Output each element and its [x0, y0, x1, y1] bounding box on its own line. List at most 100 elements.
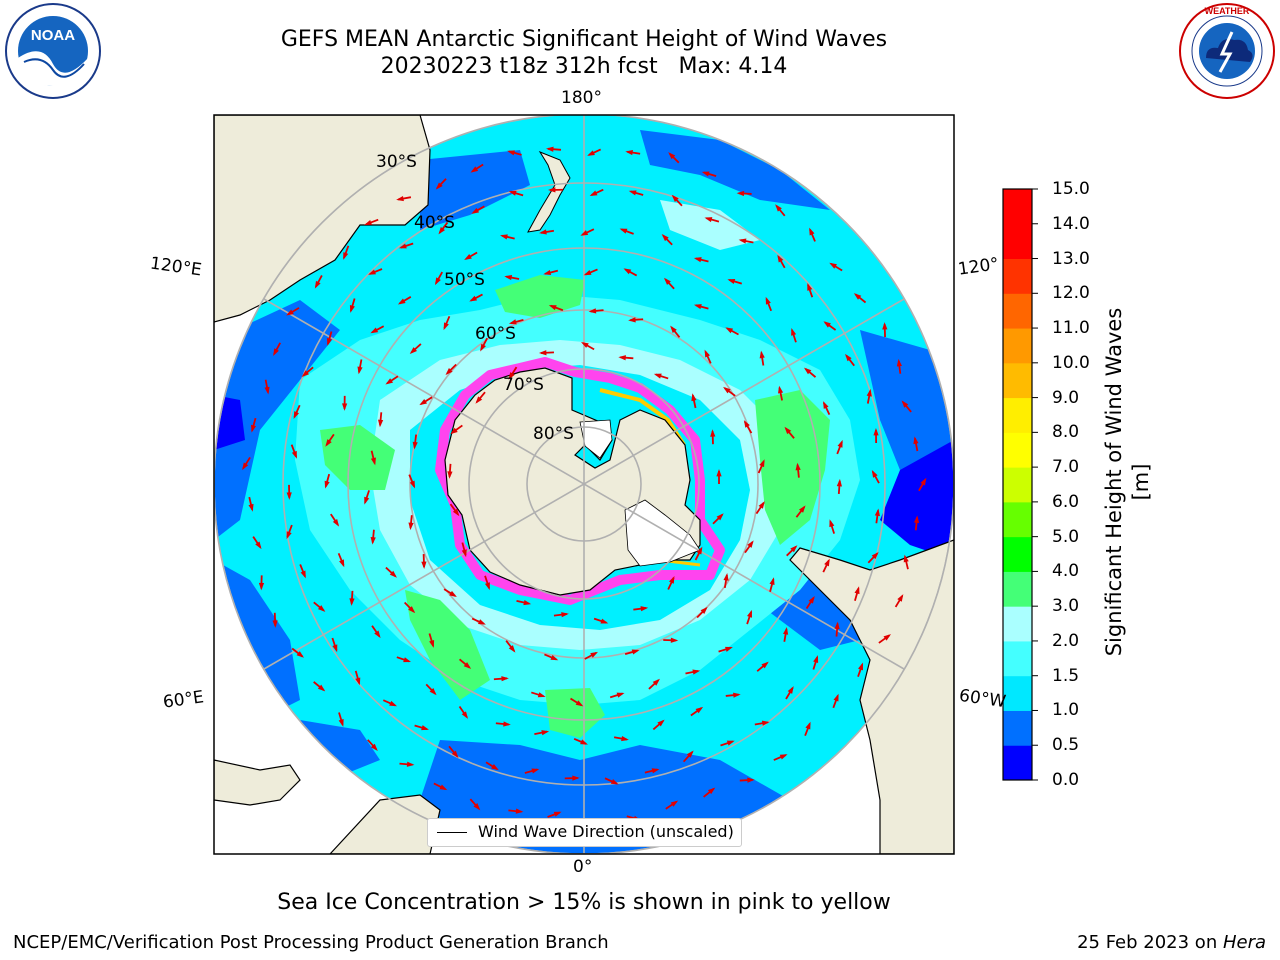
- wave-direction-arrowhead: [769, 577, 775, 586]
- wave-direction-arrowhead: [834, 621, 840, 630]
- wave-direction-arrowhead: [589, 190, 598, 196]
- wave-direction-arrowhead: [580, 739, 588, 745]
- wave-direction-arrowhead: [743, 420, 750, 428]
- wave-height-region: [495, 275, 585, 318]
- wave-direction-arrowhead: [370, 327, 379, 334]
- wave-direction-arrowhead: [548, 305, 557, 311]
- wave-direction-arrowhead: [355, 677, 361, 686]
- wave-direction-arrowhead: [836, 478, 842, 487]
- wave-direction-arrowhead: [700, 606, 708, 614]
- wave-direction-arrowhead: [300, 570, 306, 579]
- colorbar-tick-label: 11.0: [1052, 318, 1090, 339]
- wave-height-region: [405, 590, 490, 700]
- wave-direction-arrowhead: [464, 254, 472, 260]
- wave-direction-arrowhead: [572, 775, 580, 781]
- wave-direction-arrowhead: [370, 743, 378, 751]
- wave-direction-arrowhead: [823, 401, 829, 409]
- wave-direction-arrowhead: [833, 693, 839, 702]
- colorbar-tick-label: 9.0: [1052, 387, 1080, 408]
- graticule: [214, 115, 954, 854]
- wave-direction-arrowhead: [669, 575, 675, 584]
- wave-direction-arrowhead: [349, 598, 355, 606]
- wave-direction-arrowhead: [901, 400, 909, 408]
- chart-subtitle: 20230223 t18z 312h fcst Max: 4.14: [380, 54, 788, 79]
- wave-direction-arrowhead: [461, 711, 469, 719]
- wave-direction-arrowhead: [286, 531, 292, 540]
- wave-direction-arrowhead: [866, 388, 872, 397]
- wave-direction-arrowhead: [845, 353, 852, 362]
- wave-height-region: [545, 688, 605, 738]
- wave-direction-arrowhead: [301, 370, 310, 378]
- wave-direction-arrowhead: [670, 800, 679, 807]
- wave-direction-arrowhead: [871, 469, 878, 478]
- wave-direction-arrowhead: [389, 570, 397, 578]
- lat-label-80s: 80°S: [533, 424, 574, 444]
- wave-direction-arrowhead: [883, 634, 892, 641]
- wave-direction-arrowhead: [324, 480, 330, 489]
- map-legend: Wind Wave Direction (unscaled): [427, 818, 742, 847]
- colorbar-segment: [1003, 432, 1032, 468]
- wave-direction-arrowhead: [670, 325, 677, 334]
- footer-credit: NCEP/EMC/Verification Post Processing Pr…: [13, 932, 609, 953]
- wave-direction-arrowhead: [704, 217, 713, 223]
- colorbar-tick-label: 6.0: [1052, 491, 1080, 512]
- wave-direction-arrowhead: [550, 654, 559, 661]
- wave-direction-arrowhead: [723, 573, 729, 581]
- wave-direction-arrowhead: [798, 505, 806, 513]
- wave-direction-arrowhead: [631, 649, 640, 655]
- wave-direction-arrowhead: [332, 644, 338, 653]
- wave-direction-arrowhead: [824, 558, 830, 567]
- sea-ice-note: Sea Ice Concentration > 15% is shown in …: [277, 890, 891, 915]
- colorbar-segment: [1003, 467, 1032, 503]
- wave-direction-arrowhead: [657, 719, 665, 727]
- wave-direction-arrowhead: [539, 229, 547, 235]
- wave-direction-arrowhead: [691, 393, 697, 402]
- wave-direction-arrowhead: [435, 182, 443, 190]
- wave-direction-arrowhead: [623, 268, 632, 275]
- wave-direction-arrowhead: [326, 338, 332, 346]
- wave-direction-arrowhead: [696, 546, 703, 555]
- wave-direction-arrowhead: [795, 462, 801, 471]
- svg-text:WEATHER: WEATHER: [1205, 6, 1250, 16]
- colorbar-segment: [1003, 362, 1032, 399]
- wave-direction-arrowhead: [291, 450, 297, 459]
- wave-direction-arrowhead: [447, 471, 453, 479]
- colorbar-segment: [1003, 745, 1032, 781]
- wave-direction-arrowhead: [738, 238, 747, 244]
- wave-direction-arrowhead: [803, 367, 812, 375]
- wave-direction-arrowhead: [874, 508, 880, 517]
- wave-direction-arrowhead: [501, 676, 509, 682]
- wave-direction-arrowhead: [339, 559, 345, 568]
- colorbar-tick-label: 5.0: [1052, 526, 1080, 547]
- wave-direction-arrowhead: [296, 651, 305, 658]
- wave-direction-arrowhead: [640, 606, 649, 612]
- colorbar-segment: [1003, 536, 1032, 572]
- wave-direction-arrowhead: [747, 777, 755, 783]
- colorbar-tick-label: 10.0: [1052, 352, 1090, 373]
- wave-direction-arrowhead: [484, 582, 490, 591]
- wave-direction-arrowhead: [255, 541, 262, 550]
- wave-height-region: [320, 425, 395, 490]
- wave-direction-arrowhead: [716, 513, 724, 521]
- wave-direction-arrowhead: [686, 750, 694, 758]
- wave-direction-arrowhead: [478, 619, 486, 625]
- colorbar-segment: [1003, 606, 1032, 642]
- wave-direction-arrowhead: [663, 277, 671, 285]
- colorbar-tick-label: 15.0: [1052, 179, 1090, 199]
- wave-direction-arrowhead: [451, 750, 459, 759]
- wave-direction-arrowhead: [272, 620, 278, 628]
- wave-direction-arrowhead: [625, 150, 634, 156]
- wave-direction-arrowhead: [704, 349, 711, 358]
- wave-direction-arrowhead: [443, 322, 449, 331]
- wave-direction-arrowhead: [747, 540, 754, 548]
- wave-direction-arrowhead: [692, 669, 701, 675]
- footer-date: 25 Feb 2023 on Hera: [1077, 932, 1266, 953]
- wave-direction-arrowhead: [809, 227, 815, 236]
- wave-direction-arrowhead: [523, 599, 532, 606]
- wave-direction-arrowhead: [759, 459, 765, 468]
- wave-direction-arrowhead: [896, 358, 902, 367]
- wave-direction-arrowhead: [600, 618, 609, 624]
- wave-direction-arrowhead: [807, 282, 813, 291]
- wave-direction-arrowhead: [538, 350, 547, 356]
- colorbar-segment: [1003, 189, 1032, 225]
